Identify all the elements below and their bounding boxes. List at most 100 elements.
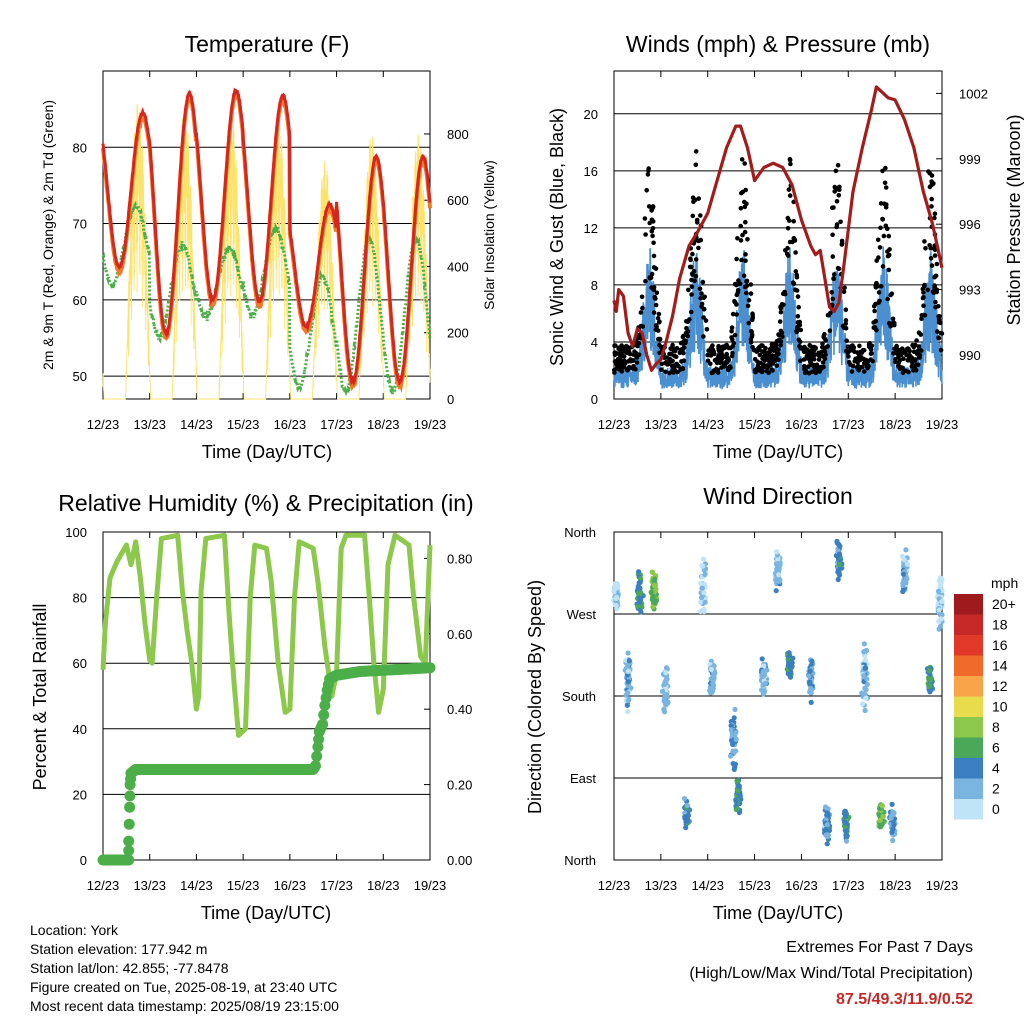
gust-point <box>705 352 710 358</box>
gust-point <box>937 314 942 319</box>
gust-point <box>849 369 855 374</box>
gust-point <box>630 358 636 363</box>
winds-y2tick-label: 993 <box>959 283 981 298</box>
gust-point <box>922 313 928 318</box>
gust-point <box>918 332 924 337</box>
speed-legend-swatch <box>954 594 983 615</box>
gust-point <box>832 184 838 190</box>
temperature-xtick-label: 13/23 <box>133 417 166 432</box>
gust-point <box>650 219 656 224</box>
speed-legend-swatch <box>954 614 983 635</box>
gust-point <box>832 189 837 194</box>
gust-point <box>880 264 886 269</box>
gust-point <box>684 325 689 331</box>
direction-point <box>684 818 690 824</box>
gust-point <box>636 352 642 358</box>
gust-point <box>769 367 774 373</box>
gust-point <box>795 324 800 330</box>
gust-point <box>788 161 793 167</box>
direction-point <box>661 698 667 704</box>
gust-point <box>761 362 766 368</box>
direction-point <box>775 557 781 563</box>
direction-point <box>862 685 868 691</box>
extremes-block: Extremes For Past 7 Days (High/Low/Max W… <box>689 935 973 1013</box>
speed-legend-swatch <box>954 655 983 676</box>
speed-legend-label: 14 <box>992 658 1008 674</box>
direction-title: Wind Direction <box>703 483 853 509</box>
gust-point <box>868 347 874 352</box>
direction-point <box>927 677 934 683</box>
gust-point <box>843 307 849 313</box>
direction-point <box>760 691 766 697</box>
gust-point <box>905 357 911 363</box>
direction-point <box>733 798 739 804</box>
gust-point <box>779 302 785 307</box>
direction-point <box>927 683 933 689</box>
direction-point <box>735 783 741 789</box>
gust-point <box>757 352 763 358</box>
gust-point <box>776 357 781 363</box>
temperature-xtick-label: 16/23 <box>274 417 307 432</box>
gust-point <box>636 341 642 346</box>
gust-point <box>625 368 630 373</box>
precipitation-point <box>311 750 323 762</box>
direction-point <box>903 576 910 582</box>
gust-point <box>879 284 884 289</box>
gust-point <box>925 287 931 293</box>
station-location: Location: York <box>30 922 118 938</box>
gust-point <box>619 351 625 357</box>
direction-point <box>843 828 849 834</box>
gust-point <box>739 157 745 162</box>
gust-point <box>900 369 906 375</box>
gust-point <box>921 303 926 309</box>
gust-point <box>917 355 922 360</box>
direction-ytick-label: North <box>564 525 596 540</box>
gust-point <box>683 340 688 346</box>
gust-point <box>885 253 891 259</box>
speed-legend: mph 20+ 18 16 14 12 10 8 6 4 2 0 <box>954 575 1018 820</box>
gust-point <box>638 310 644 315</box>
temperature-ytick-label: 50 <box>73 369 87 384</box>
gust-point <box>928 255 934 261</box>
direction-point <box>636 599 643 606</box>
direction-point <box>808 685 814 692</box>
direction-plot <box>611 538 945 847</box>
direction-point <box>823 826 829 832</box>
direction-point <box>663 692 670 698</box>
gust-point <box>794 329 799 335</box>
gust-point <box>656 320 662 325</box>
gust-point <box>669 351 674 357</box>
gust-point <box>820 341 825 346</box>
gust-point <box>692 278 697 284</box>
gust-point <box>819 366 824 371</box>
precipitation-point <box>318 709 330 721</box>
gust-point <box>663 369 668 375</box>
direction-point <box>699 585 705 591</box>
direction-point <box>710 681 716 687</box>
gust-point <box>787 239 793 245</box>
gust-point <box>834 199 840 204</box>
direction-point <box>625 709 631 715</box>
gust-point <box>651 287 657 293</box>
gust-point <box>936 335 942 341</box>
direction-point <box>613 595 619 602</box>
gust-point <box>760 368 765 374</box>
gust-point <box>839 242 845 247</box>
gust-point <box>791 218 796 224</box>
temp-2m-line <box>101 87 432 387</box>
gust-point <box>929 196 934 202</box>
extremes-values: 87.5/49.3/11.9/0.52 <box>835 991 973 1008</box>
gust-point <box>932 253 938 258</box>
gust-point <box>693 257 699 262</box>
direction-point <box>789 663 795 670</box>
gust-point <box>798 358 803 364</box>
precipitation-point <box>310 760 321 772</box>
gust-point <box>896 360 902 366</box>
gust-point <box>734 256 739 262</box>
gust-point <box>734 312 739 317</box>
gust-point <box>701 315 706 320</box>
gust-point <box>831 276 837 282</box>
gust-point <box>652 295 658 301</box>
gust-point <box>889 291 895 297</box>
gust-point <box>932 215 937 221</box>
